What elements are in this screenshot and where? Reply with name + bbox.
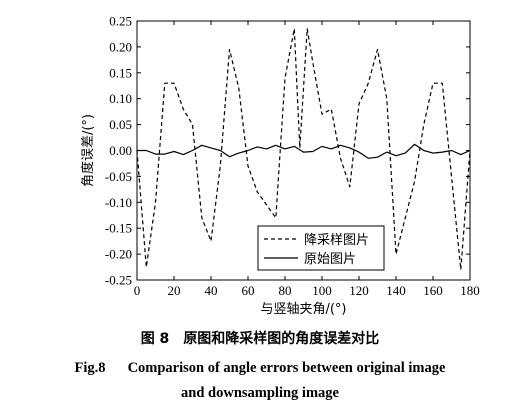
x-tick-label: 20 (168, 283, 181, 298)
x-tick-label: 0 (134, 283, 141, 298)
y-tick-label: -0.05 (105, 169, 132, 184)
legend-label: 降采样图片 (304, 233, 369, 248)
x-axis-label: 与竖轴夹角/(°) (260, 302, 346, 317)
figure-caption-zh: 图 8 原图和降采样图的角度误差对比 (0, 328, 520, 348)
axis-ticks: 0 20 40 60 80 100 120 140 160 180 -0.25 -0.20 -0.15 -… (105, 14, 480, 299)
y-tick-label: 0.15 (109, 65, 132, 80)
x-tick-label: 120 (349, 283, 369, 298)
caption-zh-label: 图 8 (140, 331, 170, 347)
series-layer (136, 28, 471, 271)
y-tick-label: -0.10 (105, 195, 132, 210)
y-tick-label: 0.05 (109, 117, 132, 132)
x-tick-label: 180 (460, 283, 480, 298)
x-tick-label: 140 (386, 283, 406, 298)
x-tick-label: 60 (242, 283, 255, 298)
y-tick-label: 0.25 (109, 14, 132, 29)
x-tick-label: 160 (423, 283, 443, 298)
x-tick-label: 80 (279, 283, 292, 298)
legend-box (257, 225, 385, 271)
x-tick-label: 100 (312, 283, 332, 298)
caption-en-label: Fig.8 (74, 360, 106, 376)
y-tick-label: -0.15 (105, 221, 132, 236)
y-tick-label: -0.25 (105, 273, 132, 288)
x-tick-label: 40 (205, 283, 218, 298)
y-tick-label: 0.00 (109, 143, 132, 158)
series-line-original (137, 143, 471, 159)
legend-label: 原始图片 (304, 252, 356, 267)
y-tick-label: 0.20 (109, 39, 132, 54)
caption-en-text: Comparison of angle errors between origi… (127, 360, 446, 376)
figure-caption-en-line1: Fig.8 Comparison of angle errors between … (0, 360, 520, 377)
y-tick-label: -0.20 (105, 247, 132, 262)
y-tick-label: 0.10 (109, 91, 132, 106)
figure-caption-en-line2: and downsampling image (181, 385, 339, 401)
caption-zh-text: 原图和降采样图的角度误差对比 (183, 331, 380, 347)
y-axis-label: 角度误差/(°) (80, 114, 96, 187)
series-line-downsampled (136, 28, 471, 271)
chart: 0 20 40 60 80 100 120 140 160 180 -0.25 -0.20 -0.15 -… (80, 14, 480, 318)
